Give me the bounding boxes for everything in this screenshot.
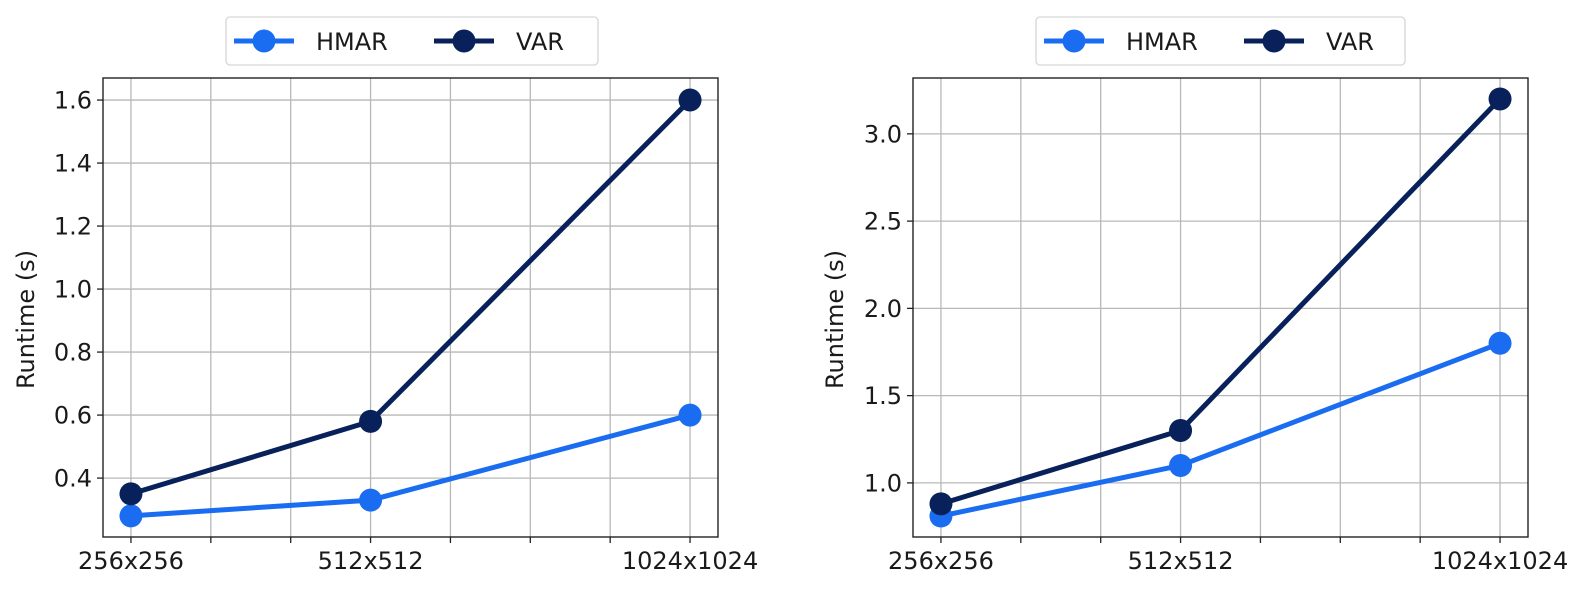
data-point-marker	[1169, 419, 1193, 443]
y-axis-label: Runtime (s)	[821, 250, 849, 389]
legend-entry-var: VAR	[1244, 28, 1374, 56]
x-tick-label: 256x256	[888, 547, 994, 575]
series-line	[940, 340, 1501, 519]
data-point-marker	[929, 492, 953, 516]
data-point-marker	[119, 482, 143, 506]
y-axis: 1.0 1.5 2.0 2.5 3.0 Runtime (s)	[821, 120, 913, 497]
legend-entry-hmar: HMAR	[1044, 28, 1198, 56]
legend-box	[225, 16, 599, 66]
data-point-marker	[678, 403, 702, 427]
series-var	[929, 87, 1512, 516]
legend-entry-hmar: HMAR	[234, 28, 388, 56]
series-var	[119, 88, 702, 506]
series-hmar	[929, 331, 1512, 528]
legend-box	[1035, 16, 1406, 66]
series-hmar	[119, 403, 702, 528]
left-runtime-chart: 256x256 512x512 1024x1024 0.4 0.6 0.8 1.0 1.2 1.…	[12, 16, 758, 575]
data-series	[119, 88, 702, 528]
legend-label: VAR	[1326, 28, 1374, 56]
x-axis: 256x256 512x512 1024x1024	[78, 537, 758, 575]
legend-entry-var: VAR	[434, 28, 564, 56]
x-tick-label: 512x512	[318, 547, 424, 575]
y-tick-label: 1.4	[54, 150, 92, 178]
legend: HMAR VAR	[1035, 16, 1406, 66]
x-axis: 256x256 512x512 1024x1024	[888, 537, 1568, 575]
axes-frame	[912, 77, 1529, 538]
right-runtime-chart: 256x256 512x512 1024x1024 1.0 1.5 2.0 2.5 3.0 Ru…	[821, 16, 1568, 575]
x-tick-label: 256x256	[78, 547, 184, 575]
legend-circle-marker-icon	[1262, 29, 1286, 53]
x-tick-label: 512x512	[1128, 547, 1234, 575]
x-tick-label: 1024x1024	[622, 547, 758, 575]
grid-lines	[913, 78, 1528, 537]
axes-frame	[102, 77, 719, 538]
y-tick-label: 2.5	[864, 208, 902, 236]
legend-circle-marker-icon	[1062, 29, 1086, 53]
y-tick-label: 1.0	[54, 276, 92, 304]
y-tick-label: 1.6	[54, 87, 92, 115]
grid-lines	[103, 78, 718, 537]
legend-label: HMAR	[1126, 28, 1198, 56]
y-tick-label: 1.2	[54, 213, 92, 241]
y-tick-label: 2.0	[864, 295, 902, 323]
series-line	[940, 97, 1502, 507]
legend-circle-marker-icon	[252, 29, 276, 53]
y-tick-label: 0.8	[54, 339, 92, 367]
data-point-marker	[678, 88, 702, 112]
y-axis-label: Runtime (s)	[12, 250, 40, 389]
legend-label: VAR	[516, 28, 564, 56]
y-tick-label: 0.6	[54, 402, 92, 430]
y-tick-label: 1.5	[864, 382, 902, 410]
y-tick-label: 3.0	[864, 120, 902, 148]
data-point-marker	[359, 409, 383, 433]
series-line	[130, 412, 691, 519]
data-series	[929, 87, 1512, 528]
data-point-marker	[1169, 453, 1193, 477]
legend-circle-marker-icon	[452, 29, 476, 53]
y-tick-label: 1.0	[864, 469, 902, 497]
series-line	[130, 98, 692, 497]
legend: HMAR VAR	[225, 16, 599, 66]
data-point-marker	[1488, 331, 1512, 355]
y-axis: 0.4 0.6 0.8 1.0 1.2 1.4 1.6 Runtime (s)	[12, 87, 103, 493]
legend-label: HMAR	[316, 28, 388, 56]
data-point-marker	[119, 504, 143, 528]
data-point-marker	[359, 488, 383, 512]
y-tick-label: 0.4	[54, 465, 92, 493]
x-tick-label: 1024x1024	[1432, 547, 1568, 575]
data-point-marker	[1488, 87, 1512, 111]
